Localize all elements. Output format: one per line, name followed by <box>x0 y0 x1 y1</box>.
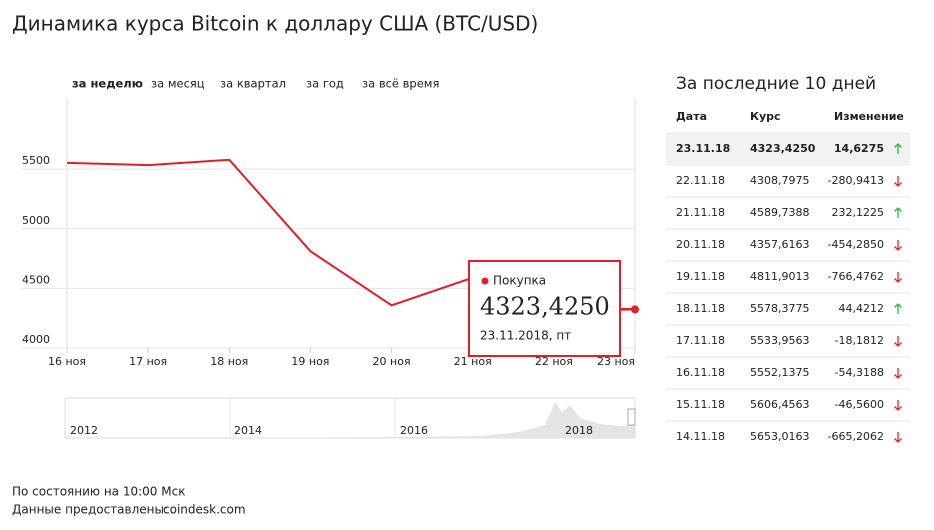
navigator <box>64 397 636 439</box>
row-date: 23.11.18 <box>676 142 730 155</box>
period-tab[interactable]: за неделю <box>72 77 143 91</box>
row-rate: 5578,3775 <box>750 302 810 315</box>
row-date: 16.11.18 <box>676 366 725 379</box>
tooltip-date: 23.11.2018, пт <box>480 329 571 343</box>
table-row <box>666 133 910 164</box>
arrow-down <box>894 176 902 187</box>
row-change: -18,1812 <box>835 334 884 347</box>
row-rate: 4811,9013 <box>750 270 810 283</box>
arrow-down <box>894 240 902 251</box>
y-tick-label: 5500 <box>22 154 50 167</box>
row-rate: 4323,4250 <box>750 142 816 155</box>
period-tab[interactable]: за всё время <box>362 77 439 91</box>
row-date: 22.11.18 <box>676 174 725 187</box>
row-date: 14.11.18 <box>676 430 725 443</box>
row-rate: 4357,6163 <box>750 238 810 251</box>
row-rate: 5552,1375 <box>750 366 810 379</box>
page-title: Динамика курса Bitcoin к доллару США (BT… <box>12 12 538 36</box>
arrow-up <box>894 207 902 218</box>
arrow-down <box>894 272 902 283</box>
x-tick-label: 21 ноя <box>454 355 492 368</box>
row-change: 232,1225 <box>832 206 885 219</box>
arrow-down <box>894 368 902 379</box>
row-date: 21.11.18 <box>676 206 725 219</box>
row-rate: 5653,0163 <box>750 430 810 443</box>
row-change: 14,6275 <box>834 142 884 155</box>
y-tick-label: 4000 <box>22 333 50 346</box>
row-rate: 5533,9563 <box>750 334 810 347</box>
row-change: -766,4762 <box>828 270 884 283</box>
row-date: 18.11.18 <box>676 302 725 315</box>
navigator-handle[interactable] <box>627 408 636 426</box>
row-change: -280,9413 <box>828 174 884 187</box>
period-tab[interactable]: за квартал <box>220 77 286 91</box>
navigator-year: 2016 <box>400 424 428 437</box>
row-date: 20.11.18 <box>676 238 725 251</box>
table-row <box>666 229 910 260</box>
period-tab[interactable]: за месяц <box>151 77 205 91</box>
arrow-down <box>894 432 902 443</box>
tooltip: Покупка 4323,4250 23.11.2018, пт <box>468 260 635 357</box>
table-row <box>666 421 910 452</box>
tooltip-label: Покупка <box>493 274 546 288</box>
period-tab[interactable]: за год <box>306 77 344 91</box>
row-rate: 4308,7975 <box>750 174 810 187</box>
x-tick-label: 19 ноя <box>291 355 329 368</box>
x-tick-label: 18 ноя <box>210 355 248 368</box>
source-link[interactable]: coindesk.com <box>163 503 246 517</box>
row-date: 15.11.18 <box>676 398 725 411</box>
table-row <box>666 325 910 356</box>
x-tick-label: 17 ноя <box>129 355 167 368</box>
tooltip-bullet <box>481 277 489 285</box>
x-tick-label: 20 ноя <box>373 355 411 368</box>
row-rate: 4589,7388 <box>750 206 810 219</box>
y-tick-label: 4500 <box>22 273 50 286</box>
column-header: Дата <box>676 110 707 123</box>
tooltip-box <box>468 260 621 357</box>
row-change: -46,5600 <box>835 398 884 411</box>
row-change: -54,3188 <box>835 366 884 379</box>
navigator-year: 2012 <box>70 424 98 437</box>
arrow-up <box>894 303 902 314</box>
column-header: Курс <box>750 110 781 123</box>
row-date: 17.11.18 <box>676 334 725 347</box>
navigator-area <box>220 402 635 438</box>
row-change: 44,4212 <box>839 302 885 315</box>
table-row <box>666 197 910 228</box>
table-row <box>666 293 910 324</box>
table-row <box>666 389 910 420</box>
row-change: -454,2850 <box>828 238 884 251</box>
x-tick-label: 22 ноя <box>535 355 573 368</box>
table-row <box>666 165 910 196</box>
navigator-year: 2018 <box>565 424 593 437</box>
footer-source: Данные предоставлены: <box>12 503 168 517</box>
row-rate: 5606,4563 <box>750 398 810 411</box>
tooltip-value: 4323,4250 <box>480 293 610 321</box>
footer-status: По состоянию на 10:00 Мск <box>12 485 185 499</box>
arrow-down <box>894 336 902 347</box>
x-tick-label: 16 ноя <box>48 355 86 368</box>
arrow-down <box>894 400 902 411</box>
table-row <box>666 357 910 388</box>
y-tick-label: 5000 <box>22 214 50 227</box>
row-change: -665,2062 <box>828 430 884 443</box>
arrow-up <box>894 143 902 154</box>
table-title: За последние 10 дней <box>676 74 876 94</box>
column-header: Изменение <box>834 110 904 123</box>
navigator-year: 2014 <box>234 424 262 437</box>
table-row <box>666 261 910 292</box>
x-tick-label: 23 ноя <box>597 355 635 368</box>
row-date: 19.11.18 <box>676 270 725 283</box>
